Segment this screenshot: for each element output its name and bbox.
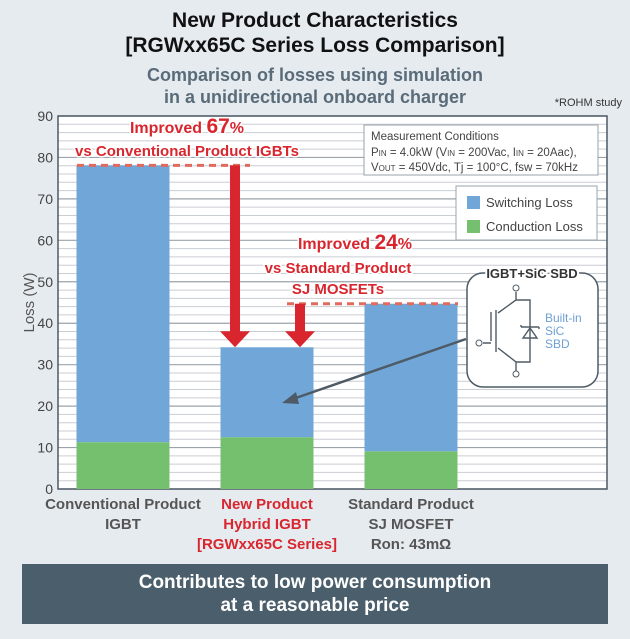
x-category-label: SJ MOSFET [368, 516, 453, 533]
y-tick-label: 10 [37, 440, 53, 456]
bar-switching-loss [76, 165, 170, 443]
terminal-icon [512, 284, 520, 292]
bar-conduction-loss [76, 442, 170, 489]
x-category-label: [RGWxx65C Series] [197, 536, 337, 553]
legend-swatch [467, 220, 480, 233]
red-arrow-shaft [295, 303, 305, 333]
summary-banner: Contributes to low power consumption at … [22, 564, 608, 624]
conditions-line: PIN = 4.0kW (VIN = 200Vac, IIN = 20Aac), [371, 147, 577, 159]
bar-switching-loss [364, 303, 458, 452]
annotation-percent-sign: % [398, 236, 412, 253]
annotation-line: vs Standard Product [265, 260, 412, 277]
subscript: IN [447, 149, 455, 158]
conditions-text: = 450Vdc, Tj = 100°C, fsw = 70kHz [396, 162, 579, 174]
y-tick-label: 60 [37, 232, 53, 248]
subscript: IN [516, 149, 524, 158]
legend-label: Switching Loss [486, 195, 573, 210]
y-tick-label: 0 [45, 481, 53, 497]
improvement-annotation: Improved 24% [298, 231, 412, 254]
improvement-annotation: Improved 67% [130, 115, 244, 138]
bar-conduction-loss [364, 451, 458, 489]
y-tick-label: 20 [37, 398, 53, 414]
subtitle-line: Comparison of losses using simulation [146, 65, 484, 85]
y-tick-label: 30 [37, 357, 53, 373]
conditions-text: = 200Vac, I [455, 147, 516, 159]
diode-wire [516, 299, 531, 363]
banner-line: Contributes to low power consumption [138, 572, 492, 593]
subtitle-line: in a unidirectional onboard charger [163, 87, 467, 107]
bar-conduction-loss [220, 437, 314, 489]
terminal-icon [512, 370, 520, 378]
diode-icon [521, 326, 539, 339]
plot-frame [57, 115, 608, 490]
pointer-arrow-head [282, 392, 299, 404]
y-tick-label: 50 [37, 274, 53, 290]
y-tick-label: 70 [37, 191, 53, 207]
banner-line: at a reasonable price [220, 595, 410, 616]
bar-switching-loss [220, 347, 314, 438]
subscript: OUT [379, 164, 396, 173]
legend-swatch [467, 196, 480, 209]
title-line: New Product Characteristics [172, 9, 458, 32]
inset-label: SBD [545, 337, 570, 351]
x-category-label: IGBT [105, 516, 141, 533]
subtitle: Comparison of losses using simulation in… [0, 64, 630, 108]
x-category-label: Conventional Product [45, 496, 201, 513]
pointer-arrow-line [289, 337, 467, 402]
red-arrow-head [285, 331, 315, 348]
annotation-prefix: Improved [130, 120, 206, 137]
conditions-title: Measurement Conditions [371, 131, 499, 143]
annotation-percent-sign: % [230, 120, 244, 137]
conditions-line: VOUT = 450Vdc, Tj = 100°C, fsw = 70kHz [371, 162, 578, 174]
terminal-icon [475, 339, 483, 347]
diode-bar [520, 325, 540, 329]
x-category-label: New Product [221, 496, 313, 513]
x-category-label: Hybrid IGBT [223, 516, 311, 533]
conditions-box [363, 124, 599, 176]
inset-label: SiC [545, 324, 565, 338]
annotation-prefix: Improved [298, 236, 374, 253]
x-category-label: Standard Product [348, 496, 474, 513]
conditions-text: P [371, 147, 379, 159]
legend-label: Conduction Loss [486, 219, 583, 234]
emitter-wire [497, 347, 517, 372]
annotation-percent-value: 24 [374, 231, 398, 254]
subscript: IN [379, 149, 387, 158]
source-note: *ROHM study [554, 97, 622, 109]
igbt-gate [483, 312, 492, 344]
annotation-line: SJ MOSFETs [292, 281, 384, 298]
inset-frame [466, 272, 599, 388]
red-arrow-shaft [230, 165, 240, 333]
red-arrow-head [220, 331, 250, 348]
conditions-text: = 4.0kW (V [387, 147, 448, 159]
y-tick-label: 40 [37, 315, 53, 331]
annotation-percent-value: 67 [206, 115, 229, 138]
page-title: New Product Characteristics [RGWxx65C Se… [0, 8, 630, 58]
x-category-label: Ron: 43mΩ [371, 536, 451, 553]
inset-label: Built-in [545, 311, 582, 325]
conditions-text: = 20Aac), [524, 147, 577, 159]
title-line: [RGWxx65C Series Loss Comparison] [125, 34, 505, 57]
y-tick-label: 90 [37, 108, 53, 124]
conditions-text: V [371, 162, 379, 174]
annotation-line: vs Conventional Product IGBTs [75, 143, 299, 160]
y-axis-label: Loss (W) [21, 272, 38, 332]
y-tick-label: 80 [37, 149, 53, 165]
inset-title: IGBT+SiC SBD [486, 266, 577, 281]
